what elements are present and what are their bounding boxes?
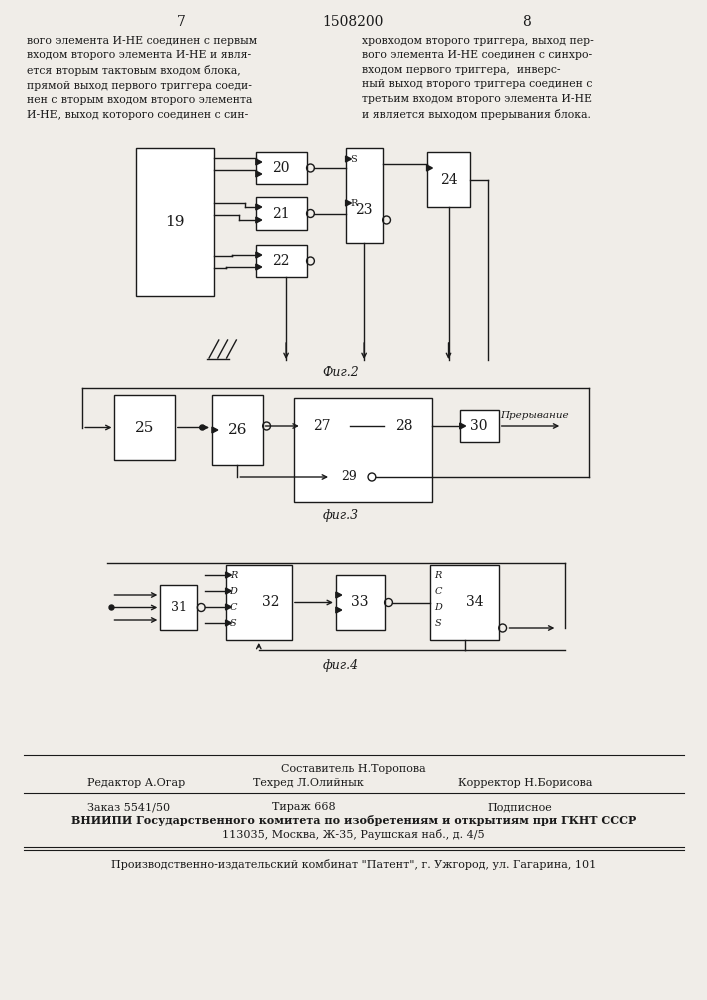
Text: Прерывание: Прерывание: [501, 412, 569, 420]
Text: S: S: [435, 618, 442, 628]
Polygon shape: [226, 604, 231, 610]
Polygon shape: [346, 200, 351, 206]
Text: Производственно-издательский комбинат "Патент", г. Ужгород, ул. Гагарина, 101: Производственно-издательский комбинат "П…: [111, 859, 596, 870]
Circle shape: [200, 425, 204, 430]
Polygon shape: [256, 264, 262, 270]
Text: 33: 33: [351, 595, 369, 609]
Bar: [212, 395, 263, 465]
Polygon shape: [256, 252, 262, 258]
Text: 7: 7: [177, 15, 186, 29]
Text: 22: 22: [272, 254, 290, 268]
Polygon shape: [426, 165, 433, 171]
Bar: [426, 152, 470, 207]
Polygon shape: [256, 204, 262, 210]
Bar: [346, 148, 382, 243]
Text: Корректор Н.Борисова: Корректор Н.Борисова: [457, 778, 592, 788]
Text: 23: 23: [356, 203, 373, 217]
Text: 27: 27: [313, 419, 331, 433]
Text: S: S: [230, 618, 237, 628]
Bar: [431, 565, 498, 640]
Text: 20: 20: [272, 161, 290, 175]
Text: хровходом второго триггера, выход пер-
вого элемента И-НЕ соединен с синхро-
вхо: хровходом второго триггера, выход пер- в…: [362, 36, 594, 120]
Text: R: R: [351, 198, 358, 208]
Polygon shape: [302, 417, 308, 423]
Text: Подписное: Подписное: [487, 802, 551, 812]
Circle shape: [109, 605, 114, 610]
Text: 25: 25: [135, 420, 154, 434]
Text: вого элемента И-НЕ соединен с первым
входом второго элемента И-НЕ и явля-
ется в: вого элемента И-НЕ соединен с первым вхо…: [27, 36, 257, 120]
Polygon shape: [336, 592, 341, 598]
Text: R: R: [230, 570, 237, 580]
Bar: [294, 398, 433, 502]
Polygon shape: [346, 156, 351, 162]
Text: 21: 21: [272, 207, 290, 221]
Polygon shape: [460, 423, 466, 429]
Polygon shape: [212, 427, 218, 433]
Bar: [256, 197, 307, 230]
Text: 32: 32: [262, 595, 279, 609]
Polygon shape: [226, 620, 231, 626]
Text: Составитель Н.Торопова: Составитель Н.Торопова: [281, 764, 426, 774]
Bar: [256, 152, 307, 184]
Text: D: D: [230, 586, 238, 595]
Text: R: R: [435, 570, 442, 580]
Polygon shape: [302, 429, 308, 435]
Polygon shape: [226, 572, 231, 578]
Text: 8: 8: [522, 15, 530, 29]
Text: D: D: [434, 602, 442, 611]
Bar: [336, 575, 385, 630]
Bar: [460, 410, 498, 442]
Text: Редактор А.Огар: Редактор А.Огар: [87, 778, 185, 788]
Text: Фиг.2: Фиг.2: [322, 365, 359, 378]
Text: Тираж 668: Тираж 668: [272, 802, 336, 812]
Polygon shape: [226, 588, 231, 594]
Text: 26: 26: [228, 423, 247, 437]
Bar: [226, 565, 292, 640]
Bar: [331, 462, 368, 492]
Text: 28: 28: [395, 419, 413, 433]
Polygon shape: [256, 171, 262, 177]
Text: C: C: [435, 586, 442, 595]
Text: Техред Л.Олийнык: Техред Л.Олийнык: [253, 778, 363, 788]
Bar: [115, 395, 175, 460]
Text: 24: 24: [440, 172, 457, 186]
Text: фиг.4: фиг.4: [322, 658, 358, 672]
Text: 19: 19: [165, 215, 185, 229]
Text: 34: 34: [466, 595, 484, 609]
Text: 113035, Москва, Ж-35, Раушская наб., д. 4/5: 113035, Москва, Ж-35, Раушская наб., д. …: [222, 830, 485, 840]
Text: 31: 31: [171, 601, 187, 614]
Text: 30: 30: [470, 419, 488, 433]
Bar: [256, 245, 307, 277]
Polygon shape: [384, 428, 390, 434]
Bar: [136, 148, 214, 296]
Text: фиг.3: фиг.3: [322, 508, 358, 522]
Polygon shape: [336, 607, 341, 613]
Polygon shape: [256, 217, 262, 223]
Bar: [160, 585, 197, 630]
Text: ВНИИПИ Государственного комитета по изобретениям и открытиям при ГКНТ СССР: ВНИИПИ Государственного комитета по изоб…: [71, 816, 636, 826]
Text: 1508200: 1508200: [322, 15, 384, 29]
Polygon shape: [384, 416, 390, 422]
Text: C: C: [230, 602, 237, 611]
Text: 29: 29: [341, 471, 357, 484]
Text: S: S: [351, 154, 357, 163]
Bar: [384, 405, 425, 447]
Bar: [302, 405, 343, 447]
Polygon shape: [256, 159, 262, 165]
Text: Заказ 5541/50: Заказ 5541/50: [87, 802, 170, 812]
